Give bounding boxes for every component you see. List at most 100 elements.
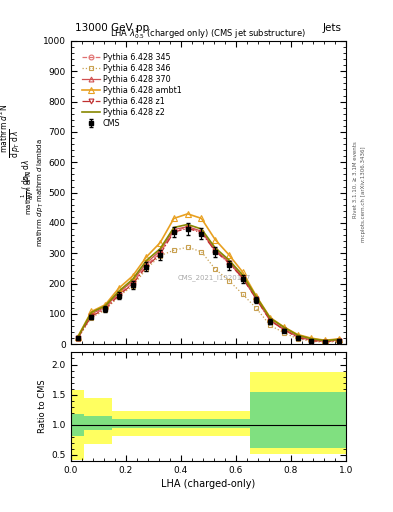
Pythia 6.428 345	[199, 229, 204, 235]
Pythia 6.428 z1	[254, 296, 259, 303]
Pythia 6.428 370	[144, 260, 149, 266]
Pythia 6.428 370	[254, 296, 259, 302]
Pythia 6.428 346	[75, 336, 80, 342]
Pythia 6.428 z2	[130, 276, 135, 283]
Pythia 6.428 346	[254, 305, 259, 311]
Pythia 6.428 370	[281, 326, 286, 332]
Pythia 6.428 z2	[199, 226, 204, 232]
Pythia 6.428 ambt1	[185, 211, 190, 217]
Pythia 6.428 z1	[75, 335, 80, 342]
Pythia 6.428 z2	[213, 245, 218, 251]
Pythia 6.428 z1	[295, 334, 300, 340]
Pythia 6.428 345	[89, 312, 94, 318]
Pythia 6.428 ambt1	[213, 237, 218, 243]
Pythia 6.428 370	[185, 224, 190, 230]
Pythia 6.428 345	[130, 281, 135, 287]
Text: Jets: Jets	[323, 23, 342, 33]
Pythia 6.428 346	[226, 278, 231, 284]
Pythia 6.428 345	[103, 305, 108, 311]
Pythia 6.428 345	[309, 337, 314, 344]
Pythia 6.428 345	[158, 250, 163, 257]
Pythia 6.428 z1	[185, 225, 190, 231]
Pythia 6.428 345	[323, 338, 328, 345]
Pythia 6.428 346	[213, 266, 218, 272]
Line: Pythia 6.428 370: Pythia 6.428 370	[75, 224, 342, 344]
Pythia 6.428 345	[226, 260, 231, 266]
Pythia 6.428 346	[268, 323, 272, 329]
Pythia 6.428 ambt1	[130, 273, 135, 279]
Pythia 6.428 370	[268, 317, 272, 323]
Pythia 6.428 z1	[199, 229, 204, 236]
Title: LHA $\lambda^{1}_{0.5}$ (charged only) (CMS jet substructure): LHA $\lambda^{1}_{0.5}$ (charged only) (…	[110, 26, 306, 41]
Pythia 6.428 370	[89, 311, 94, 317]
Pythia 6.428 346	[116, 293, 121, 300]
Pythia 6.428 z2	[268, 315, 272, 321]
Pythia 6.428 345	[295, 334, 300, 340]
Pythia 6.428 370	[130, 278, 135, 284]
Line: Pythia 6.428 346: Pythia 6.428 346	[75, 245, 342, 345]
Pythia 6.428 ambt1	[281, 324, 286, 330]
Pythia 6.428 ambt1	[89, 308, 94, 314]
Pythia 6.428 z2	[185, 221, 190, 227]
Pythia 6.428 370	[213, 247, 218, 253]
Pythia 6.428 z2	[254, 294, 259, 300]
Pythia 6.428 346	[130, 283, 135, 289]
Pythia 6.428 z2	[281, 324, 286, 330]
Pythia 6.428 ambt1	[103, 302, 108, 308]
Pythia 6.428 370	[75, 334, 80, 340]
Pythia 6.428 z2	[171, 224, 176, 230]
Pythia 6.428 370	[309, 337, 314, 343]
Pythia 6.428 z2	[158, 246, 163, 252]
Pythia 6.428 346	[295, 336, 300, 342]
Pythia 6.428 345	[213, 248, 218, 254]
Pythia 6.428 z1	[116, 292, 121, 298]
Pythia 6.428 z1	[130, 281, 135, 287]
Pythia 6.428 z1	[158, 251, 163, 257]
Pythia 6.428 346	[89, 314, 94, 321]
Pythia 6.428 z1	[144, 264, 149, 270]
Pythia 6.428 345	[185, 224, 190, 230]
Pythia 6.428 346	[185, 244, 190, 250]
Pythia 6.428 346	[103, 307, 108, 313]
Pythia 6.428 z1	[103, 306, 108, 312]
Pythia 6.428 z2	[295, 332, 300, 338]
Pythia 6.428 345	[254, 296, 259, 303]
Pythia 6.428 345	[268, 317, 272, 324]
Pythia 6.428 370	[103, 304, 108, 310]
Pythia 6.428 z2	[309, 336, 314, 342]
Pythia 6.428 z2	[144, 258, 149, 264]
Pythia 6.428 345	[144, 262, 149, 268]
Pythia 6.428 ambt1	[268, 314, 272, 321]
Pythia 6.428 345	[171, 227, 176, 233]
Text: $\overline{\mathrm{d}\,p_T\;\mathrm{d}\,\lambda}$: $\overline{\mathrm{d}\,p_T\;\mathrm{d}\,…	[9, 129, 23, 158]
Pythia 6.428 346	[158, 252, 163, 259]
Pythia 6.428 345	[240, 275, 245, 281]
Pythia 6.428 ambt1	[295, 331, 300, 337]
Pythia 6.428 z1	[226, 260, 231, 266]
Legend: Pythia 6.428 345, Pythia 6.428 346, Pythia 6.428 370, Pythia 6.428 ambt1, Pythia: Pythia 6.428 345, Pythia 6.428 346, Pyth…	[80, 51, 183, 130]
Pythia 6.428 z1	[171, 229, 176, 235]
Y-axis label: Ratio to CMS: Ratio to CMS	[39, 380, 47, 434]
Pythia 6.428 ambt1	[144, 254, 149, 260]
Text: CMS_2021_I1920187: CMS_2021_I1920187	[177, 274, 250, 281]
Pythia 6.428 ambt1	[323, 337, 328, 344]
Pythia 6.428 346	[281, 330, 286, 336]
Pythia 6.428 z2	[89, 309, 94, 315]
Pythia 6.428 z1	[89, 313, 94, 319]
Text: mcplots.cern.ch [arXiv:1306.3436]: mcplots.cern.ch [arXiv:1306.3436]	[361, 147, 366, 242]
Pythia 6.428 346	[240, 291, 245, 297]
Pythia 6.428 370	[336, 337, 341, 343]
Text: $\frac{1}{\mathrm{d}N}\;/\;\mathrm{d}p_T\;\mathrm{d}\lambda$: $\frac{1}{\mathrm{d}N}\;/\;\mathrm{d}p_T…	[19, 159, 36, 200]
Line: Pythia 6.428 ambt1: Pythia 6.428 ambt1	[75, 211, 342, 343]
X-axis label: LHA (charged-only): LHA (charged-only)	[161, 479, 255, 489]
Pythia 6.428 z1	[268, 317, 272, 324]
Pythia 6.428 ambt1	[254, 293, 259, 300]
Pythia 6.428 ambt1	[240, 269, 245, 275]
Text: mathrm $d^2$N
mathrm $d\,p_T$ mathrm $d\,$lambda: mathrm $d^2$N mathrm $d\,p_T$ mathrm $d\…	[24, 138, 46, 247]
Text: mathrm $d^{2}$N: mathrm $d^{2}$N	[0, 103, 10, 153]
Pythia 6.428 z1	[336, 337, 341, 344]
Line: Pythia 6.428 z2: Pythia 6.428 z2	[78, 224, 339, 340]
Pythia 6.428 346	[199, 249, 204, 255]
Pythia 6.428 z2	[226, 257, 231, 263]
Pythia 6.428 z1	[281, 327, 286, 333]
